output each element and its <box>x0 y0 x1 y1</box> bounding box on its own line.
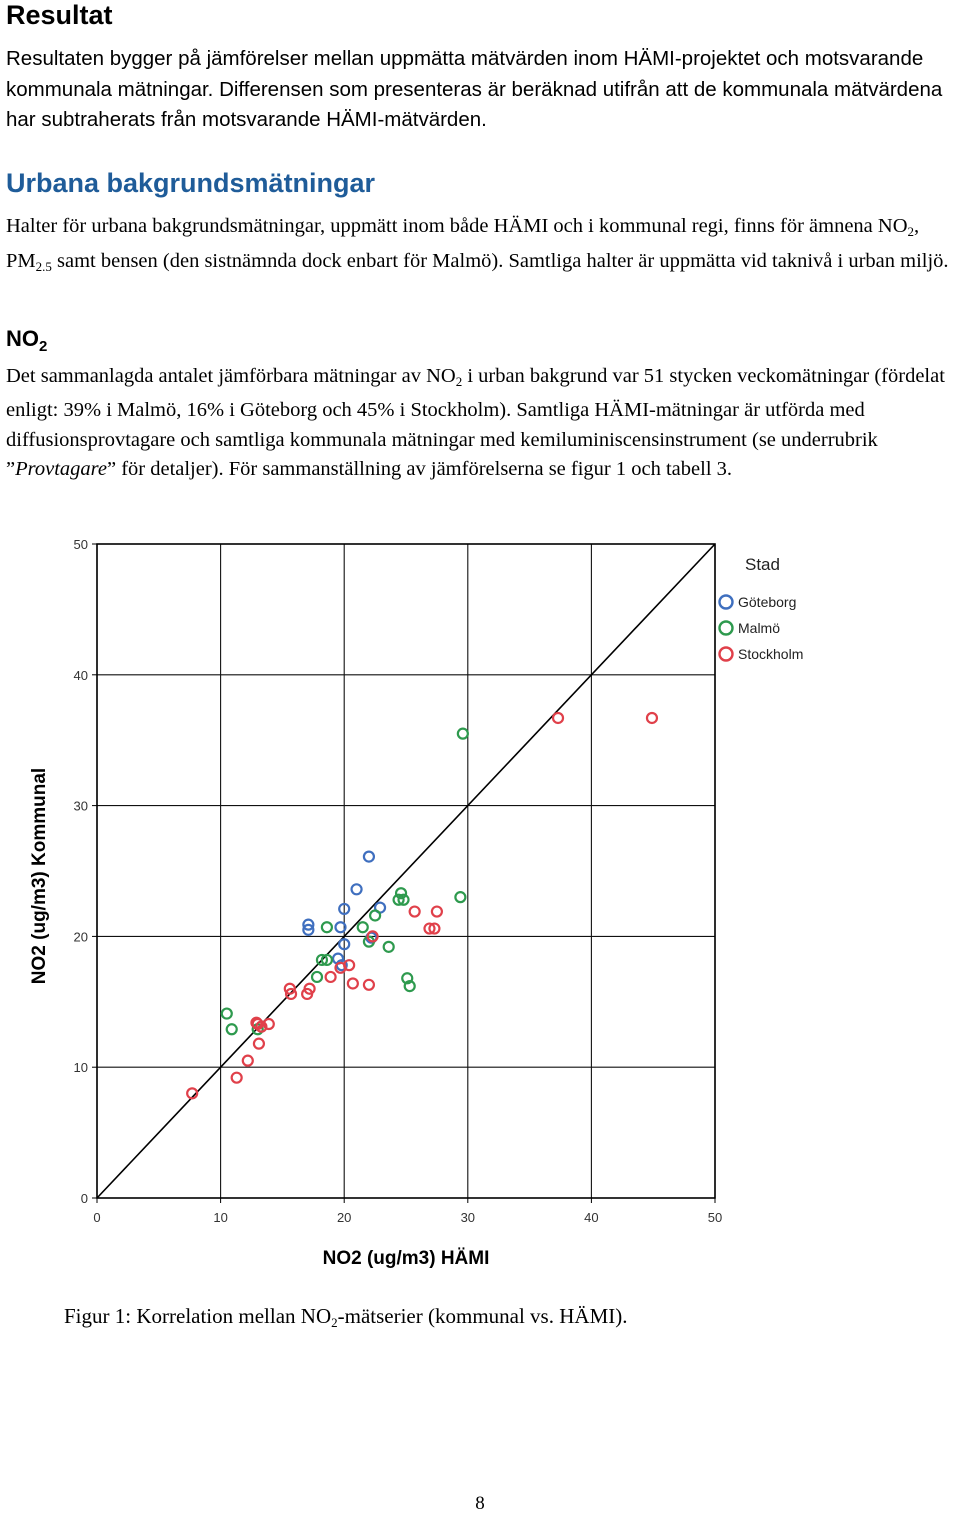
data-point-malmö <box>220 1007 233 1020</box>
page-number: 8 <box>475 1493 485 1514</box>
data-point-malmö <box>394 887 408 900</box>
heading-urban: Urbana bakgrundsmätningar <box>6 168 376 198</box>
scatter-chart: 0 10 20 30 40 50 0 10 20 30 40 50 Stad Göteborg Malmö… <box>29 537 803 1269</box>
heading-no2: NO2 <box>6 326 47 355</box>
caption-text-2: -mätserier (kommunal vs. HÄMI). <box>337 1304 628 1328</box>
data-point-stockholm <box>283 982 296 995</box>
data-point-stockholm <box>186 1087 199 1100</box>
no2-text-3: ” för detaljer). För sammanställning av … <box>106 457 733 480</box>
data-point-stockholm <box>428 922 441 935</box>
no2-paragraph: Det sammanlagda antalet jämförbara mätni… <box>6 362 960 484</box>
data-point-malmö <box>392 893 405 906</box>
data-point-stockholm <box>346 977 359 990</box>
data-point-stockholm <box>262 1017 275 1031</box>
data-point-stockholm <box>430 905 443 918</box>
data-point-göteborg <box>302 923 315 936</box>
no2-text-1: Det sammanlagda antalet jämförbara mätni… <box>6 365 456 387</box>
data-point-stockholm <box>423 922 436 935</box>
data-point-göteborg <box>302 918 315 931</box>
intro-paragraph: Resultaten bygger på jämförelser mellan … <box>6 47 943 131</box>
data-point-malmö <box>356 921 369 934</box>
data-point-stockholm <box>255 1020 268 1033</box>
legend-label-göteborg: Göteborg <box>738 594 796 610</box>
x-tick-label: 50 <box>708 1210 722 1225</box>
legend-label-malmö: Malmö <box>738 620 780 636</box>
data-point-malmö <box>315 953 329 967</box>
data-point-malmö <box>320 921 333 934</box>
legend-marker-malmö <box>718 620 734 636</box>
urban-text-1: Halter för urbana bakgrundsmätningar, up… <box>6 215 908 237</box>
chart-legend: Stad Göteborg Malmö Stockholm <box>718 555 803 662</box>
urban-sub-2: 2.5 <box>35 258 52 274</box>
caption-text-1: Figur 1: Korrelation mellan NO <box>64 1304 332 1328</box>
heading-no2-base: NO <box>6 326 39 351</box>
data-point-stockholm <box>343 959 356 972</box>
y-tick-label: 0 <box>81 1191 88 1206</box>
legend-title: Stad <box>745 555 780 574</box>
data-point-stockholm <box>303 982 316 995</box>
caption-sub: 2 <box>331 1315 338 1330</box>
y-tick-label: 20 <box>74 929 88 944</box>
data-point-göteborg <box>334 921 347 934</box>
data-point-göteborg <box>350 883 363 896</box>
no2-sub-1: 2 <box>455 374 463 389</box>
data-point-stockholm <box>362 978 376 991</box>
urban-text-2: , PM <box>6 215 920 272</box>
data-point-stockholm <box>230 1071 243 1084</box>
urban-sub-1: 2 <box>907 224 915 239</box>
data-point-stockholm <box>408 905 421 918</box>
chart-axes: 0 10 20 30 40 50 0 10 20 30 40 50 <box>74 537 723 1225</box>
data-point-stockholm <box>551 711 565 725</box>
data-point-malmö <box>401 972 414 985</box>
y-tick-label: 40 <box>74 668 88 683</box>
heading-resultat: Resultat <box>6 0 113 30</box>
data-point-malmö <box>397 893 410 906</box>
x-tick-label: 10 <box>213 1210 227 1225</box>
reference-line <box>96 543 716 1199</box>
x-tick-label: 40 <box>584 1210 598 1225</box>
data-point-malmö <box>310 970 324 984</box>
data-point-malmö <box>369 909 382 922</box>
legend-marker-stockholm <box>718 646 734 662</box>
x-tick-label: 0 <box>93 1210 100 1225</box>
urban-text-3: samt bensen (den sistnämnda dock enbart … <box>51 249 949 272</box>
data-point-malmö <box>382 940 395 953</box>
data-point-stockholm <box>324 970 337 984</box>
y-tick-label: 30 <box>74 799 88 814</box>
y-tick-label: 10 <box>74 1060 88 1075</box>
x-axis-label: NO2 (ug/m3) HÄMI <box>323 1248 490 1269</box>
data-point-stockholm <box>252 1037 266 1050</box>
legend-label-stockholm: Stockholm <box>738 646 803 662</box>
data-point-göteborg <box>338 902 351 916</box>
data-point-stockholm <box>241 1054 254 1067</box>
data-point-malmö <box>225 1023 238 1036</box>
data-point-malmö <box>403 980 416 993</box>
heading-no2-sub: 2 <box>39 338 48 355</box>
data-point-stockholm <box>645 711 659 725</box>
data-point-malmö <box>456 727 469 740</box>
chart-points <box>186 711 659 1100</box>
x-tick-label: 20 <box>337 1210 351 1225</box>
y-axis-label: NO2 (ug/m3) Kommunal <box>29 768 50 984</box>
figure-caption: Figur 1: Korrelation mellan NO2-mätserie… <box>64 1304 627 1331</box>
data-point-stockholm <box>284 987 298 1001</box>
legend-marker-göteborg <box>718 594 734 610</box>
data-point-stockholm <box>366 930 379 943</box>
no2-text-2: i urban bakgrund var 51 stycken veckomät… <box>6 365 945 480</box>
plot-frame <box>96 543 716 1199</box>
urban-paragraph: Halter för urbana bakgrundsmätningar, up… <box>6 212 960 281</box>
x-tick-label: 30 <box>461 1210 475 1225</box>
no2-italic: Provtagare <box>15 457 107 480</box>
data-point-göteborg <box>362 850 376 863</box>
y-tick-label: 50 <box>74 537 88 552</box>
data-point-malmö <box>454 891 467 904</box>
data-point-göteborg <box>338 938 351 951</box>
data-point-malmö <box>320 953 333 967</box>
